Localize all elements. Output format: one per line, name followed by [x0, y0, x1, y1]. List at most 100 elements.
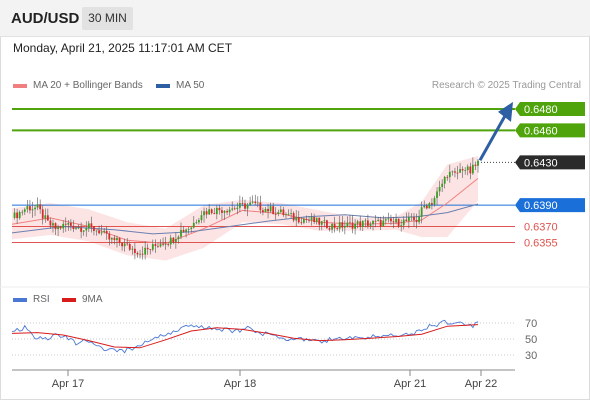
projection-arrow-shaft: [478, 115, 507, 161]
legend-ma20-label: MA 20 + Bollinger Bands: [33, 80, 143, 91]
candle-body: [382, 220, 385, 227]
candle-body: [57, 226, 59, 230]
candle-body: [364, 220, 367, 222]
candle-body: [264, 208, 267, 213]
candle-body: [354, 223, 356, 229]
candle-body: [372, 220, 374, 224]
candle-body: [103, 230, 106, 233]
candle-body: [249, 202, 252, 205]
candle-body: [297, 216, 300, 223]
candle-body: [328, 228, 331, 230]
candle-body: [116, 237, 118, 241]
candle-body: [213, 213, 216, 215]
ma50-swatch: [156, 83, 170, 88]
candle-body: [26, 206, 29, 210]
candle-body: [29, 206, 31, 211]
candle-body: [287, 213, 290, 215]
candle-body: [349, 222, 351, 224]
candle-body: [454, 171, 456, 173]
candle-body: [464, 170, 467, 171]
ma9-swatch: [62, 297, 76, 302]
candle-body: [108, 233, 111, 240]
candle-body: [333, 223, 336, 229]
candle-body: [238, 203, 241, 208]
credit-text: Research © 2025 Trading Central: [431, 80, 581, 91]
candle-body: [420, 207, 423, 217]
candle-body: [300, 222, 303, 224]
candle-body: [172, 237, 175, 243]
ma20-swatch: [13, 83, 27, 88]
candle-body: [151, 244, 154, 250]
candle-body: [471, 164, 474, 174]
candle-body: [451, 171, 454, 173]
candle-body: [331, 223, 333, 230]
candle-body: [397, 218, 400, 227]
candle-body: [377, 219, 380, 221]
candle-body: [443, 176, 446, 184]
candle-body: [241, 203, 244, 204]
candle-body: [134, 248, 136, 254]
time-tick-label: Apr 17: [52, 378, 84, 390]
candle-body: [139, 253, 141, 255]
candle-body: [336, 228, 339, 229]
candle-body: [80, 227, 83, 232]
candle-body: [320, 221, 323, 225]
candle-body: [192, 222, 195, 228]
candle-body: [356, 221, 359, 224]
candle-body: [82, 230, 85, 232]
candle-body: [477, 160, 479, 166]
candle-body: [400, 225, 403, 227]
candle-body: [379, 219, 382, 227]
candle-body: [13, 212, 16, 218]
candle-body: [72, 225, 75, 230]
candle-body: [295, 216, 298, 221]
candle-body: [369, 223, 372, 226]
candle-body: [34, 207, 36, 210]
candle-body: [436, 191, 438, 199]
candle-body: [308, 219, 310, 221]
timeframe-tab[interactable]: 30 MIN: [82, 7, 133, 30]
rsi-ma9-line: [11, 324, 479, 349]
candle-body: [269, 206, 272, 212]
candle-body: [272, 206, 275, 215]
candle-body: [85, 228, 88, 231]
candle-body: [105, 230, 108, 234]
candle-body: [392, 221, 395, 223]
candle-body: [16, 212, 19, 219]
candle-body: [267, 208, 269, 212]
time-tick-label: Apr 22: [465, 378, 497, 390]
legend-9ma: 9MA: [62, 294, 103, 305]
candle-body: [144, 247, 147, 255]
candle-body: [305, 218, 308, 220]
candle-body: [49, 220, 52, 226]
candle-body: [313, 217, 316, 222]
candle-body: [185, 229, 188, 232]
candle-body: [395, 218, 397, 223]
level-label-box: [515, 123, 585, 138]
candle-body: [343, 225, 346, 228]
candle-body: [290, 213, 292, 214]
candle-body: [159, 244, 162, 247]
candle-body: [346, 222, 349, 226]
candle-body: [203, 211, 205, 216]
candle-body: [149, 249, 152, 251]
candle-body: [341, 222, 344, 228]
candle-body: [141, 253, 144, 255]
candle-body: [254, 201, 257, 203]
level-label: 0.6460: [524, 125, 558, 137]
candle-body: [431, 203, 433, 205]
candle-body: [433, 198, 436, 205]
candle-body: [226, 210, 228, 213]
candle-body: [90, 223, 93, 227]
datetime-label: Monday, April 21, 2025 11:17:01 AM CET: [13, 41, 233, 55]
candle-body: [52, 223, 54, 226]
candle-body: [338, 222, 341, 229]
candle-body: [405, 219, 408, 221]
candle-body: [131, 248, 134, 250]
candle-body: [228, 209, 231, 213]
time-tick-label: Apr 18: [224, 378, 256, 390]
candle-body: [418, 216, 421, 223]
candle-body: [221, 210, 223, 213]
candle-body: [415, 220, 418, 223]
